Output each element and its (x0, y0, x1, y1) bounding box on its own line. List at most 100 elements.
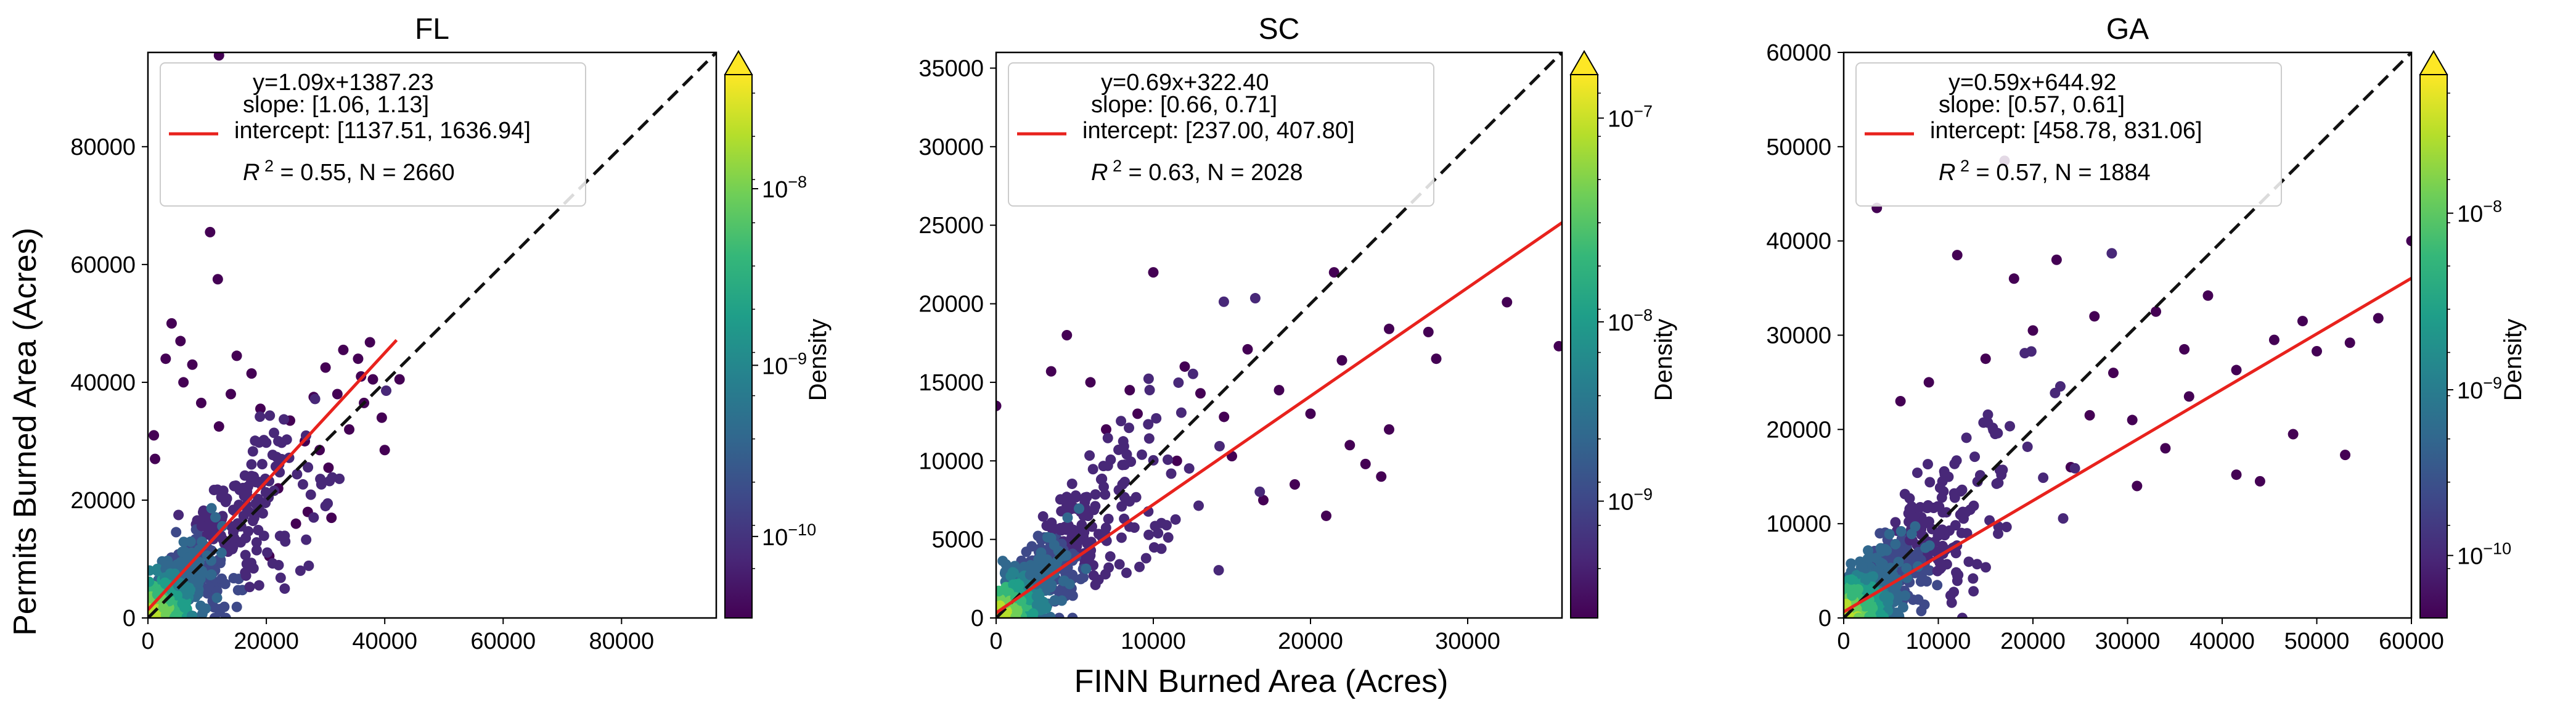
fit-line (148, 339, 398, 611)
data-point (2151, 306, 2162, 317)
data-point (253, 437, 264, 448)
data-point (295, 565, 306, 576)
data-point (1089, 504, 1100, 516)
axes-frame (147, 51, 718, 619)
data-point (2069, 463, 2080, 474)
data-point (195, 574, 206, 585)
data-point (323, 462, 334, 473)
scatter-points (1844, 155, 2411, 618)
data-point (1143, 529, 1155, 540)
data-point (1144, 385, 1155, 396)
data-point (1987, 422, 1998, 434)
data-point (1957, 612, 1968, 618)
data-point (187, 359, 198, 370)
data-point (315, 474, 326, 485)
data-point (1124, 496, 1135, 507)
data-point (2373, 313, 2384, 324)
data-point (1894, 611, 1905, 618)
data-point (178, 377, 189, 388)
data-point (1916, 606, 1927, 617)
data-point (1875, 609, 1886, 618)
data-point (273, 435, 284, 447)
data-point (1553, 340, 1562, 352)
data-point (195, 397, 206, 408)
data-point (1082, 538, 1093, 549)
data-point (220, 496, 231, 508)
y-tick-label: 40000 (70, 370, 136, 396)
data-point (1042, 554, 1053, 565)
identity-line (1844, 52, 2411, 618)
data-point (241, 558, 252, 569)
data-point (148, 565, 155, 576)
data-point (158, 602, 169, 613)
data-point (1939, 469, 1950, 480)
data-point (2132, 480, 2143, 492)
panel-sc: SC 0 10000 20000 30000 0 5000 10000 15000 20000 25… (918, 13, 1677, 654)
data-point (320, 362, 331, 373)
data-point (246, 459, 257, 470)
data-point (1121, 449, 1132, 460)
data-point (1952, 250, 1963, 261)
data-point (1384, 424, 1394, 435)
data-point (327, 472, 338, 483)
data-point (217, 521, 228, 532)
data-point (212, 274, 223, 285)
colorbar (724, 74, 753, 619)
data-point (1913, 594, 1924, 605)
data-point (1076, 519, 1087, 530)
data-point (255, 403, 266, 414)
x-tick-label: 60000 (470, 628, 536, 654)
data-point (2297, 316, 2308, 327)
data-point (320, 501, 331, 512)
data-point (326, 512, 337, 524)
data-point (280, 536, 291, 547)
data-point (338, 344, 349, 355)
data-point (149, 430, 160, 441)
data-point (1360, 458, 1371, 469)
data-point (1899, 488, 1910, 500)
data-point (2027, 325, 2038, 336)
data-point (1156, 517, 1167, 529)
data-point (1968, 586, 1979, 597)
data-point (150, 453, 161, 464)
x-tick-label: 30000 (1435, 628, 1500, 654)
x-tick-label: 20000 (1278, 628, 1343, 654)
data-point (2231, 469, 2242, 480)
y-tick-label: 20000 (70, 488, 136, 514)
data-point (1900, 590, 1911, 601)
data-point (309, 393, 321, 405)
data-point (292, 469, 303, 480)
data-point (1045, 532, 1057, 543)
x-tick-label: 20000 (2000, 628, 2066, 654)
data-point (1061, 500, 1073, 511)
y-tick-label: 50000 (1766, 134, 1831, 160)
data-point (1213, 565, 1224, 576)
data-point (1156, 543, 1167, 554)
data-point (1103, 562, 1114, 573)
data-point (1090, 489, 1101, 500)
data-point (1961, 528, 1973, 539)
data-point (182, 552, 194, 563)
data-point (303, 560, 314, 571)
data-point (1846, 558, 1857, 569)
data-point (1084, 450, 1095, 461)
y-tick-label: 25000 (918, 213, 984, 239)
data-point (1890, 538, 1901, 550)
data-point (251, 545, 262, 556)
identity-line (996, 52, 1562, 618)
data-point (1032, 530, 1044, 541)
data-point (1946, 597, 1957, 608)
data-point (1868, 571, 1879, 582)
data-point (1290, 479, 1300, 490)
data-point (1922, 459, 1933, 470)
data-point (1950, 548, 1961, 559)
data-point (1936, 492, 1947, 503)
data-point (262, 547, 273, 558)
data-point (1163, 454, 1174, 465)
data-point (1066, 479, 1077, 490)
y-tick-label: 20000 (918, 292, 984, 318)
legend-r2: R 2 = 0.57, N = 1884 (1939, 157, 2151, 186)
data-point (186, 611, 197, 618)
data-point (1895, 395, 1906, 406)
